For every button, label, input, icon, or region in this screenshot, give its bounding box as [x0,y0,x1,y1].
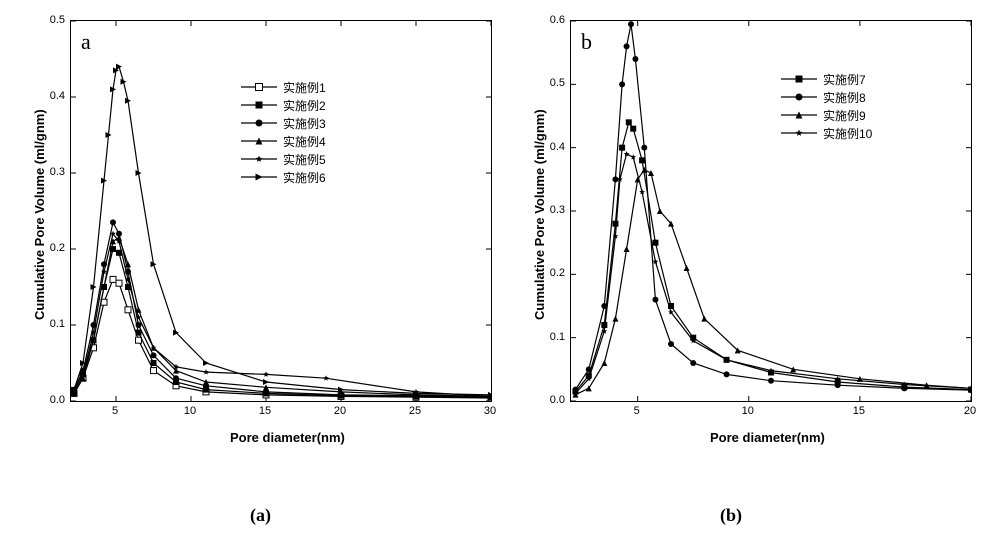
legend-label: 实施例1 [279,79,326,96]
legend-item: 实施例6 [239,168,326,186]
legend-item: 实施例5 [239,150,326,168]
legend-label: 实施例4 [279,133,326,150]
legend-item: 实施例4 [239,132,326,150]
caption-a: (a) [250,505,271,526]
legend-item: 实施例1 [239,78,326,96]
legend-label: 实施例6 [279,169,326,186]
legend-item: 实施例2 [239,96,326,114]
legend-item: 实施例10 [779,124,872,142]
legend-label: 实施例3 [279,115,326,132]
legend-label: 实施例7 [819,71,866,88]
legend-item: 实施例8 [779,88,872,106]
legend-label: 实施例8 [819,89,866,106]
legend-label: 实施例5 [279,151,326,168]
legend-b: 实施例7实施例8实施例9实施例10 [779,70,872,142]
figure-container: Cumulative Pore Volume (ml/gnm) a 实施例1实施… [0,0,1000,546]
xlabel-a: Pore diameter(nm) [230,430,345,445]
legend-item: 实施例9 [779,106,872,124]
curves-b [571,21,971,401]
legend-item: 实施例7 [779,70,872,88]
legend-label: 实施例2 [279,97,326,114]
panel-a: Cumulative Pore Volume (ml/gnm) a 实施例1实施… [20,0,490,402]
plot-area-a: a 实施例1实施例2实施例3实施例4实施例5实施例6 [70,20,492,402]
ylabel-a: Cumulative Pore Volume (ml/gnm) [32,109,47,320]
plot-area-b: b 实施例7实施例8实施例9实施例10 [570,20,972,402]
caption-b: (b) [720,505,742,526]
legend-label: 实施例10 [819,125,872,142]
legend-label: 实施例9 [819,107,866,124]
panel-b: Cumulative Pore Volume (ml/gnm) b 实施例7实施… [520,0,970,402]
xlabel-b: Pore diameter(nm) [710,430,825,445]
legend-a: 实施例1实施例2实施例3实施例4实施例5实施例6 [239,78,326,186]
legend-item: 实施例3 [239,114,326,132]
